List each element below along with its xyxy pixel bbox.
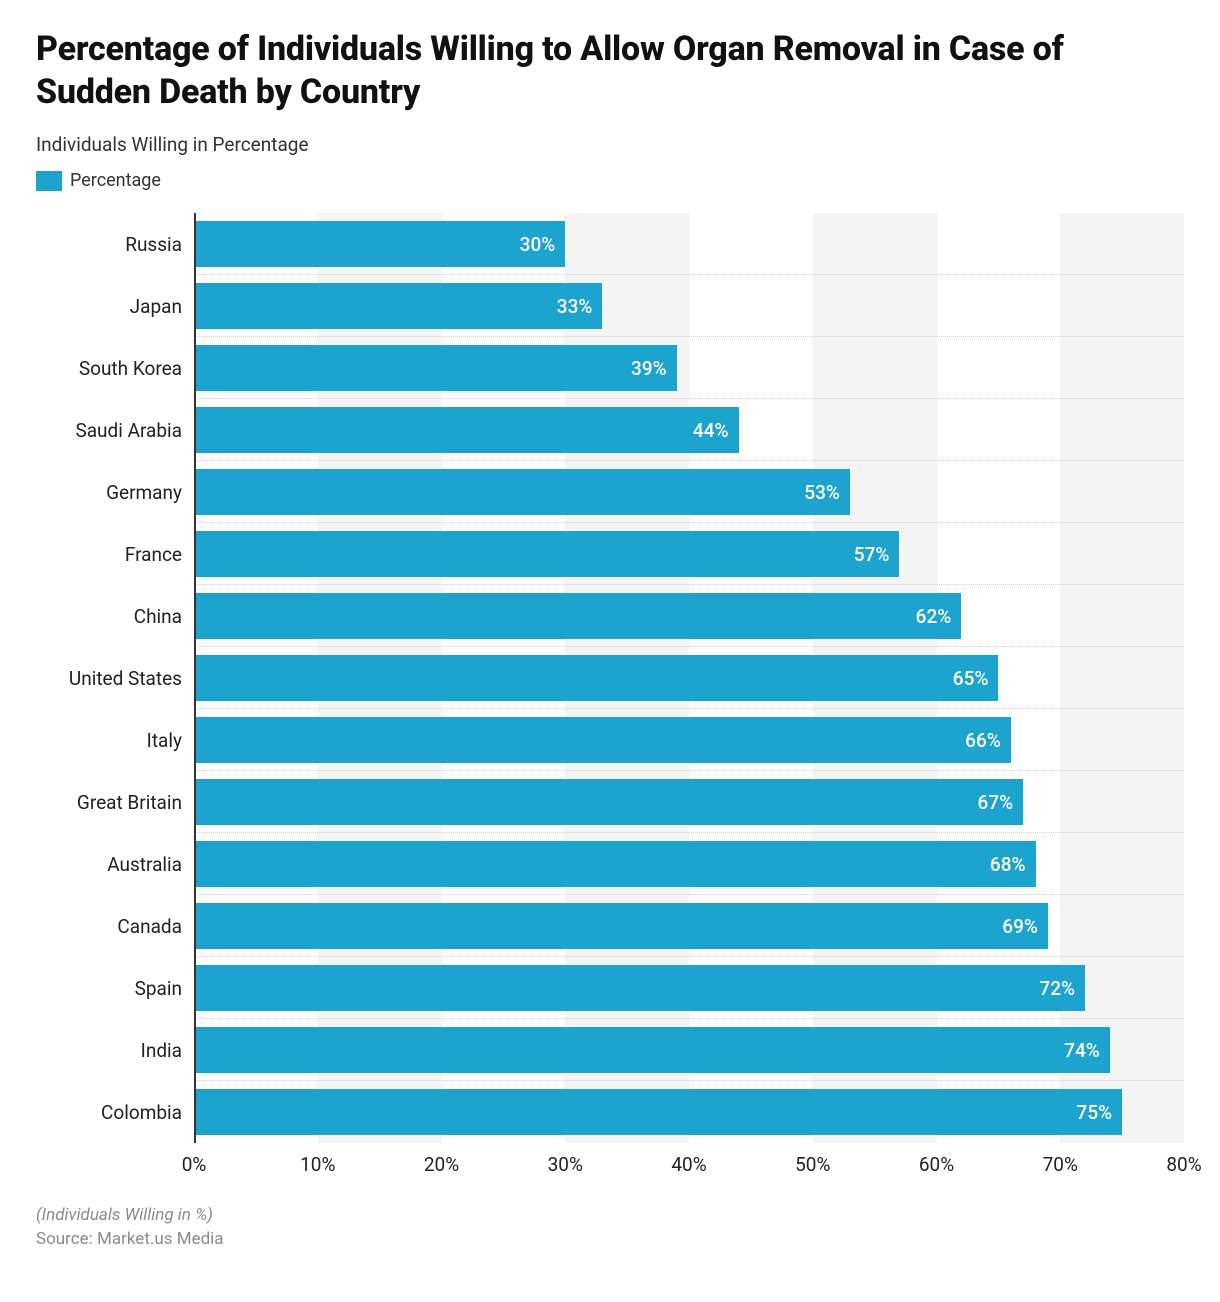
- source-line: Source: Market.us Media: [36, 1229, 1184, 1249]
- y-axis-label: Canada: [36, 895, 194, 957]
- bar-chart: RussiaJapanSouth KoreaSaudi ArabiaGerman…: [36, 213, 1184, 1177]
- chart-subtitle: Individuals Willing in Percentage: [36, 133, 1184, 156]
- bar-row: 53%: [194, 461, 1184, 523]
- x-tick-label: 40%: [671, 1153, 706, 1176]
- bar: 68%: [194, 841, 1036, 887]
- footnote: (Individuals Willing in %): [36, 1205, 1184, 1225]
- x-axis: 0%10%20%30%40%50%60%70%80%: [36, 1149, 1184, 1177]
- bar-value-label: 65%: [953, 667, 989, 690]
- bar-value-label: 33%: [557, 295, 593, 318]
- bar-value-label: 72%: [1039, 977, 1075, 1000]
- plot-row: RussiaJapanSouth KoreaSaudi ArabiaGerman…: [36, 213, 1184, 1143]
- bar-value-label: 75%: [1077, 1101, 1113, 1124]
- y-axis-label: Australia: [36, 833, 194, 895]
- x-tick-label: 0%: [182, 1153, 207, 1176]
- bar-row: 30%: [194, 213, 1184, 275]
- bar-row: 69%: [194, 895, 1184, 957]
- bar-row: 66%: [194, 709, 1184, 771]
- bar-row: 74%: [194, 1019, 1184, 1081]
- bars-container: 30% 33% 39% 44% 53% 57% 62% 65% 66% 67% 68% 69% 72% 7…: [194, 213, 1184, 1143]
- bar: 33%: [194, 283, 602, 329]
- chart-page: Percentage of Individuals Willing to All…: [0, 0, 1220, 1269]
- x-tick-labels: 0%10%20%30%40%50%60%70%80%: [194, 1149, 1184, 1177]
- bar-row: 39%: [194, 337, 1184, 399]
- bar-row: 65%: [194, 647, 1184, 709]
- x-tick-label: 10%: [300, 1153, 335, 1176]
- legend-label: Percentage: [70, 170, 161, 191]
- legend: Percentage: [36, 170, 1184, 191]
- x-tick-label: 50%: [795, 1153, 830, 1176]
- bar: 62%: [194, 593, 961, 639]
- legend-swatch: [36, 171, 62, 191]
- bar: 57%: [194, 531, 899, 577]
- bar-value-label: 66%: [965, 729, 1001, 752]
- bar: 72%: [194, 965, 1085, 1011]
- x-tick-label: 80%: [1166, 1153, 1201, 1176]
- bar: 74%: [194, 1027, 1110, 1073]
- y-axis-label: South Korea: [36, 337, 194, 399]
- y-axis-label: Saudi Arabia: [36, 399, 194, 461]
- bar-value-label: 39%: [631, 357, 667, 380]
- bar-value-label: 68%: [990, 853, 1026, 876]
- x-tick-label: 60%: [919, 1153, 954, 1176]
- y-axis-label: Germany: [36, 461, 194, 523]
- bar-row: 44%: [194, 399, 1184, 461]
- y-axis-label: Spain: [36, 957, 194, 1019]
- bar: 39%: [194, 345, 677, 391]
- x-axis-spacer: [36, 1149, 194, 1177]
- bar-row: 62%: [194, 585, 1184, 647]
- x-tick-label: 30%: [548, 1153, 583, 1176]
- bar: 44%: [194, 407, 739, 453]
- y-axis-line: [194, 213, 196, 1143]
- y-axis-label: France: [36, 523, 194, 585]
- x-tick-label: 20%: [424, 1153, 459, 1176]
- bar-value-label: 44%: [693, 419, 729, 442]
- y-axis-labels: RussiaJapanSouth KoreaSaudi ArabiaGerman…: [36, 213, 194, 1143]
- y-axis-label: Japan: [36, 275, 194, 337]
- bar-row: 72%: [194, 957, 1184, 1019]
- y-axis-label: Colombia: [36, 1081, 194, 1143]
- bar: 67%: [194, 779, 1023, 825]
- y-axis-label: China: [36, 585, 194, 647]
- bar: 30%: [194, 221, 565, 267]
- chart-title: Percentage of Individuals Willing to All…: [36, 28, 1184, 113]
- y-axis-label: India: [36, 1019, 194, 1081]
- x-tick-label: 70%: [1043, 1153, 1078, 1176]
- bar: 66%: [194, 717, 1011, 763]
- y-axis-label: Russia: [36, 213, 194, 275]
- bar-value-label: 69%: [1002, 915, 1038, 938]
- plot-area: 30% 33% 39% 44% 53% 57% 62% 65% 66% 67% 68% 69% 72% 7…: [194, 213, 1184, 1143]
- y-axis-label: Italy: [36, 709, 194, 771]
- y-axis-label: Great Britain: [36, 771, 194, 833]
- bar-row: 33%: [194, 275, 1184, 337]
- bar-row: 57%: [194, 523, 1184, 585]
- bar: 53%: [194, 469, 850, 515]
- bar-value-label: 53%: [804, 481, 840, 504]
- bar-value-label: 74%: [1064, 1039, 1100, 1062]
- bar-value-label: 62%: [916, 605, 952, 628]
- y-axis-label: United States: [36, 647, 194, 709]
- bar-row: 67%: [194, 771, 1184, 833]
- bar: 75%: [194, 1089, 1122, 1135]
- bar-value-label: 30%: [520, 233, 556, 256]
- bar-row: 68%: [194, 833, 1184, 895]
- bar: 69%: [194, 903, 1048, 949]
- bar-value-label: 67%: [978, 791, 1014, 814]
- bar: 65%: [194, 655, 998, 701]
- bar-row: 75%: [194, 1081, 1184, 1143]
- bar-value-label: 57%: [854, 543, 890, 566]
